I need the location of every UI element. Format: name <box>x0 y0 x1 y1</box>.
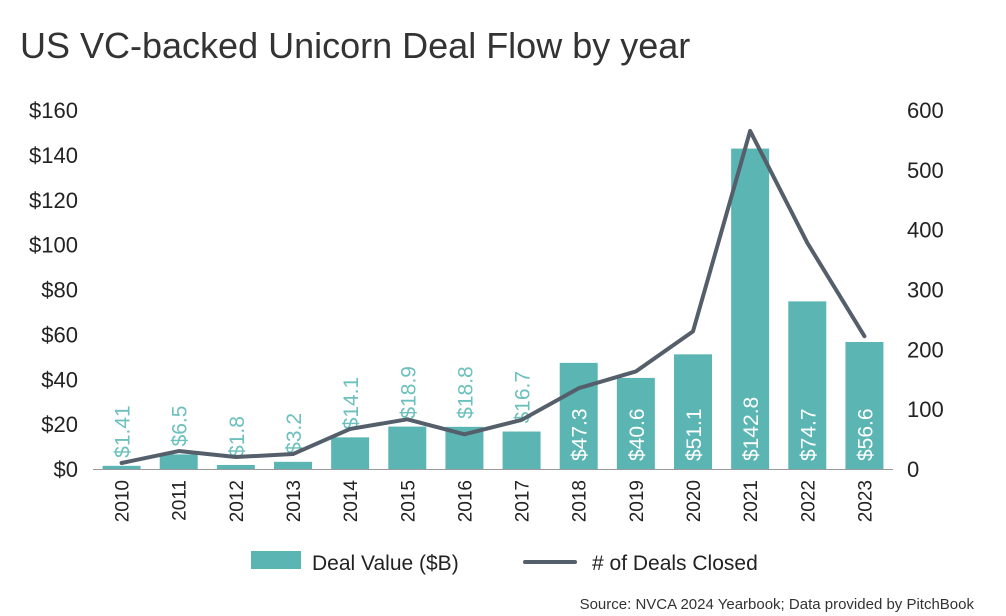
x-tick-label: 2013 <box>284 480 305 522</box>
y-right-tick-label: 500 <box>907 158 944 183</box>
bars-group <box>102 148 884 469</box>
bar-deal-value <box>616 377 655 469</box>
bar-data-label: $1.8 <box>226 416 249 457</box>
bar-deal-value <box>788 301 827 469</box>
y-left-tick-label: $80 <box>41 278 78 303</box>
y-left-tick-label: $60 <box>41 322 78 347</box>
x-tick-label: 2017 <box>513 480 534 522</box>
x-tick-label: 2022 <box>798 480 819 522</box>
bar-data-label: $16.7 <box>512 371 535 424</box>
y-left-tick-label: $40 <box>41 367 78 392</box>
x-tick-label: 2015 <box>398 480 419 522</box>
x-axis: 2010 2011 2012 2013 2014 2015 2016 2017 2018 2019… <box>113 480 877 523</box>
bar-data-label: $3.2 <box>283 413 306 454</box>
bar-labels-group: $1.41 $6.5 $1.8 $3.2 $14.1 $18.9 $18.8 $16.7 $47… <box>112 366 878 461</box>
x-tick-label: 2016 <box>455 480 476 522</box>
x-tick-label: 2020 <box>684 480 705 522</box>
bar-data-label: $6.5 <box>169 406 192 447</box>
deals-closed-line <box>119 128 867 466</box>
y-left-tick-label: $120 <box>29 188 78 213</box>
y-right-axis: 0 100 200 300 400 500 600 <box>907 98 944 482</box>
y-right-tick-label: 100 <box>907 397 944 422</box>
bar-data-label: $56.6 <box>854 408 877 461</box>
y-left-tick-label: $100 <box>29 233 78 258</box>
bar-deal-value <box>331 437 370 469</box>
y-right-tick-label: 0 <box>907 457 919 482</box>
y-left-tick-label: $160 <box>29 98 78 123</box>
x-tick-label: 2012 <box>227 480 248 522</box>
bar-data-label: $51.1 <box>683 408 706 461</box>
bar-deal-value <box>274 461 312 469</box>
x-tick-label: 2019 <box>627 480 648 522</box>
x-tick-label: 2011 <box>170 480 191 521</box>
bar-data-label: $40.6 <box>626 408 649 461</box>
chart-title: US VC-backed Unicorn Deal Flow by year <box>20 25 690 66</box>
y-left-tick-label: $0 <box>54 457 78 482</box>
bar-data-label: $18.8 <box>454 366 477 419</box>
x-tick-label: 2014 <box>341 480 362 523</box>
y-right-tick-label: 300 <box>907 278 944 303</box>
bar-deal-value <box>102 465 141 469</box>
bar-data-label: $142.8 <box>740 397 763 461</box>
y-left-axis: $0 $20 $40 $60 $80 $100 $120 $140 $160 <box>29 98 78 482</box>
bar-deal-value <box>731 148 770 469</box>
legend-label-deal-value: Deal Value ($B) <box>312 552 459 575</box>
y-left-tick-label: $140 <box>29 143 78 168</box>
deals-line-group <box>119 128 867 466</box>
bar-deal-value <box>559 362 598 469</box>
bar-data-label: $74.7 <box>797 408 820 461</box>
bar-data-label: $47.3 <box>569 408 592 461</box>
bar-deal-value <box>674 354 712 469</box>
x-tick-label: 2010 <box>113 480 134 522</box>
y-right-tick-label: 200 <box>907 337 944 362</box>
legend: Deal Value ($B) # of Deals Closed <box>251 551 758 575</box>
bar-deal-value <box>159 454 198 469</box>
legend-label-deals-closed: # of Deals Closed <box>592 552 758 575</box>
x-tick-label: 2021 <box>741 480 762 522</box>
bar-deal-value <box>845 342 884 469</box>
y-right-tick-label: 600 <box>907 98 944 123</box>
bar-data-label: $14.1 <box>340 377 363 430</box>
x-tick-label: 2018 <box>570 480 591 522</box>
bar-deal-value <box>502 431 541 469</box>
bar-deal-value <box>388 426 427 469</box>
bar-data-label: $1.41 <box>112 405 135 458</box>
y-right-tick-label: 400 <box>907 218 944 243</box>
x-tick-label: 2023 <box>855 480 876 522</box>
bar-data-label: $18.9 <box>397 366 420 419</box>
legend-swatch-deal-value <box>251 551 301 569</box>
bar-deal-value <box>216 464 255 469</box>
y-left-tick-label: $20 <box>41 412 78 437</box>
source-note: Source: NVCA 2024 Yearbook; Data provide… <box>580 596 975 613</box>
